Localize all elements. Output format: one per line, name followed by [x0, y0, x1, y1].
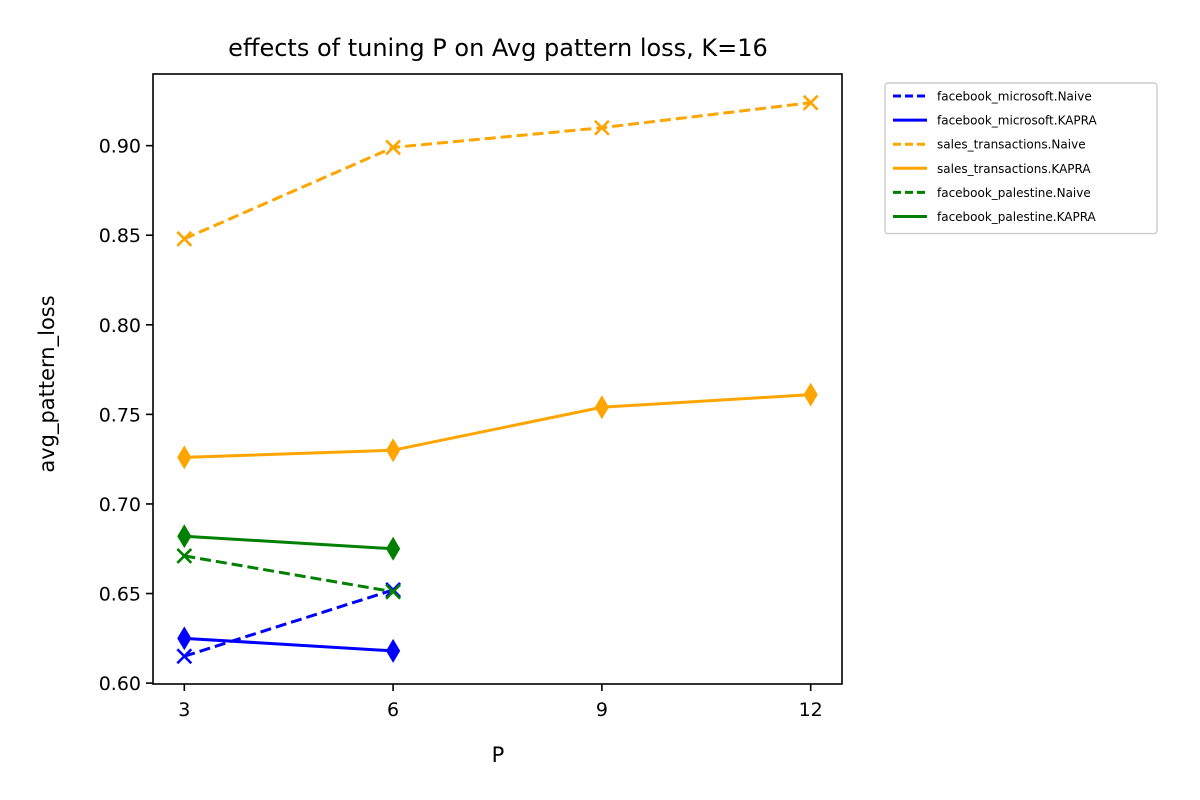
diamond-marker	[177, 626, 192, 651]
plot-area	[176, 94, 819, 665]
x-marker	[802, 94, 819, 111]
legend-box	[884, 82, 1158, 235]
legend-label-2: facebook_microsoft.KAPRA	[937, 114, 1098, 128]
x-marker	[176, 230, 193, 247]
legend-label-4: sales_transactions.KAPRA	[937, 162, 1091, 176]
legend-label-1: facebook_microsoft.Naive	[937, 90, 1092, 104]
legend-label-3: sales_transactions.Naive	[937, 138, 1086, 152]
axes: 3 6 9 12 0.60 0.65 0.70 0.75 0.80 0.85 0.90	[99, 73, 843, 721]
x-marker	[385, 139, 402, 156]
series-line-5	[184, 554, 394, 594]
x-marker	[176, 547, 193, 564]
legend-label-5: facebook_palestine.Naive	[937, 186, 1091, 200]
legend: facebook_microsoft.Naive facebook_microso…	[884, 82, 1158, 235]
y-tick-label: 0.90	[99, 136, 141, 158]
diamond-marker	[803, 382, 818, 407]
diamond-marker	[386, 638, 401, 663]
y-tick-label: 0.80	[99, 315, 141, 337]
series-line-3	[183, 101, 811, 241]
chart-title: effects of tuning P on Avg pattern loss,…	[228, 34, 768, 62]
y-tick-label: 0.60	[99, 673, 141, 695]
y-tick-label: 0.75	[99, 404, 141, 426]
series-line-4	[184, 393, 811, 459]
diamond-marker	[594, 395, 609, 420]
y-axis-label: avg_pattern_loss	[35, 295, 60, 472]
x-tick-label: 3	[178, 699, 190, 721]
y-tick-label: 0.65	[99, 584, 141, 606]
x-tick-label: 12	[799, 699, 823, 721]
series-line-6	[184, 534, 394, 551]
x-tick-label: 9	[596, 699, 608, 721]
x-tick-label: 6	[387, 699, 399, 721]
diamond-marker	[177, 524, 192, 549]
x-marker	[176, 648, 193, 665]
legend-label-6: facebook_palestine.KAPRA	[937, 210, 1097, 224]
diamond-marker	[386, 438, 401, 463]
series-line-2	[184, 636, 394, 653]
x-axis-label: P	[492, 743, 505, 767]
axes-frame	[152, 73, 843, 685]
y-tick-label: 0.70	[99, 494, 141, 516]
diamond-marker	[177, 445, 192, 470]
x-marker	[593, 119, 610, 136]
x-marker	[385, 583, 402, 600]
diamond-marker	[386, 536, 401, 561]
series-line-1	[183, 588, 394, 658]
y-tick-label: 0.85	[99, 225, 141, 247]
